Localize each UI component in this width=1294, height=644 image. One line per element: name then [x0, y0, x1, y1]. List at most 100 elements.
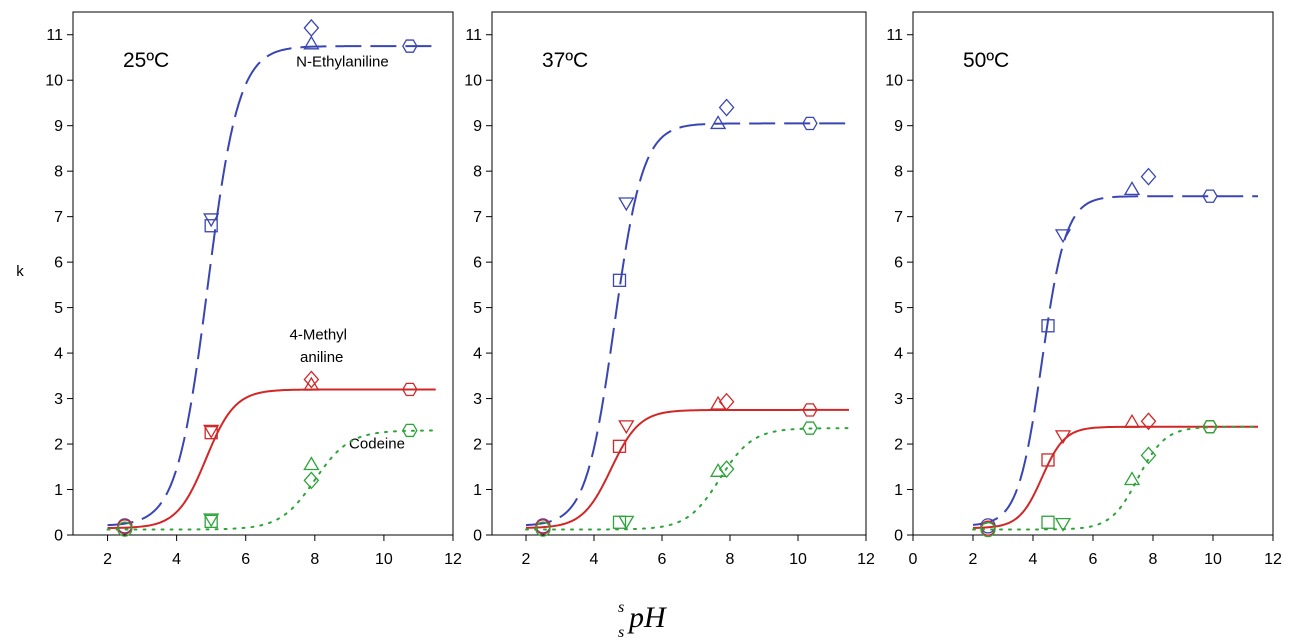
data-point-n_ethylaniline [303, 18, 320, 37]
fit-line-codeine [106, 429, 437, 531]
x-tick-label: 8 [726, 551, 735, 568]
y-tick-label: 10 [885, 73, 903, 90]
data-point-methylaniline [1054, 430, 1072, 445]
y-tick-label: 0 [894, 528, 903, 545]
data-point-methylaniline [402, 382, 418, 397]
data-point-n_ethylaniline [802, 116, 818, 131]
fit-line-n_ethylaniline [972, 195, 1258, 526]
data-point-codeine [303, 456, 320, 471]
y-tick-label: 9 [894, 118, 903, 135]
x-tick-label: 8 [1149, 551, 1158, 568]
fit-line-methylaniline [107, 388, 436, 530]
data-point-codeine [402, 423, 418, 438]
data-point-codeine [718, 460, 735, 479]
x-tick-label: 10 [789, 551, 807, 568]
x-tick-label: 12 [444, 551, 462, 568]
series-annotation: N-Ethylaniline [296, 54, 389, 71]
y-tick-label: 1 [54, 482, 63, 499]
x-axis-label-superscript: s [618, 599, 624, 616]
data-point-n_ethylaniline [303, 35, 320, 50]
series-annotation: Codeine [349, 436, 405, 453]
panel-title: 37ºC [542, 49, 588, 72]
y-tick-label: 10 [464, 73, 482, 90]
x-tick-label: 12 [857, 551, 875, 568]
y-tick-label: 9 [473, 118, 482, 135]
y-tick-label: 9 [54, 118, 63, 135]
y-tick-label: 5 [54, 300, 63, 317]
x-tick-label: 10 [1204, 551, 1222, 568]
data-point-n_ethylaniline [1041, 319, 1055, 333]
panel-title: 50ºC [963, 49, 1009, 72]
data-point-codeine [204, 514, 218, 529]
y-tick-label: 0 [473, 528, 482, 545]
y-tick-label: 3 [894, 391, 903, 408]
y-tick-label: 4 [473, 346, 482, 363]
plot-frame [912, 11, 1274, 536]
fit-line-n_ethylaniline [525, 122, 849, 527]
plot-frame [72, 11, 454, 536]
x-tick-label: 10 [375, 551, 393, 568]
data-point-codeine [303, 471, 320, 490]
y-axis-label: k [16, 263, 24, 280]
data-point-methylaniline [303, 370, 320, 389]
y-tick-label: 11 [46, 27, 63, 44]
y-tick-label: 8 [473, 164, 482, 181]
x-tick-label: 4 [1029, 551, 1038, 568]
y-tick-label: 5 [473, 300, 482, 317]
data-point-n_ethylaniline [618, 197, 635, 212]
y-tick-label: 11 [886, 27, 903, 44]
y-tick-label: 2 [473, 437, 482, 454]
x-tick-label: 2 [522, 551, 531, 568]
x-tick-label: 8 [310, 551, 319, 568]
x-axis-label-subscript: s [618, 624, 624, 641]
data-point-n_ethylaniline [204, 219, 218, 233]
y-tick-label: 1 [894, 482, 903, 499]
y-tick-label: 2 [54, 437, 63, 454]
x-tick-label: 6 [658, 551, 667, 568]
data-point-n_ethylaniline [1123, 181, 1141, 196]
fit-line-methylaniline [525, 408, 849, 529]
data-point-codeine [1123, 471, 1141, 486]
data-point-methylaniline [1140, 412, 1157, 431]
data-point-methylaniline [709, 395, 727, 410]
y-tick-label: 7 [473, 209, 482, 226]
data-point-codeine [203, 513, 220, 528]
y-tick-label: 3 [473, 391, 482, 408]
x-tick-label: 2 [103, 551, 112, 568]
data-point-methylaniline [618, 420, 635, 435]
data-point-methylaniline [1123, 413, 1141, 428]
fit-line-codeine [972, 425, 1259, 531]
data-point-codeine [535, 521, 551, 537]
y-tick-label: 6 [894, 255, 903, 272]
data-point-n_ethylaniline [1202, 189, 1218, 203]
data-point-methylaniline [204, 426, 218, 440]
data-point-n_ethylaniline [612, 273, 627, 287]
fit-line-n_ethylaniline [107, 45, 436, 527]
y-tick-label: 3 [54, 391, 63, 408]
plot-frame [491, 11, 867, 536]
y-tick-label: 6 [473, 255, 482, 272]
y-tick-label: 7 [894, 209, 903, 226]
data-point-codeine [1202, 420, 1218, 434]
panel-title: 25ºC [123, 49, 169, 72]
y-tick-label: 7 [54, 209, 63, 226]
data-point-codeine [117, 521, 133, 537]
data-point-methylaniline [718, 392, 735, 411]
y-tick-label: 2 [894, 437, 903, 454]
data-point-methylaniline [802, 403, 818, 417]
data-point-methylaniline [1041, 453, 1055, 467]
series-annotation: aniline [300, 349, 343, 366]
y-tick-label: 11 [465, 27, 482, 44]
data-point-n_ethylaniline [1054, 229, 1072, 244]
y-tick-label: 10 [45, 73, 63, 90]
data-point-codeine [802, 421, 818, 435]
x-axis-label-main: pH [627, 601, 668, 634]
y-tick-label: 8 [54, 164, 63, 181]
data-point-codeine [1041, 515, 1055, 529]
series-annotation: 4-Methyl [290, 326, 348, 343]
y-tick-label: 1 [473, 482, 482, 499]
